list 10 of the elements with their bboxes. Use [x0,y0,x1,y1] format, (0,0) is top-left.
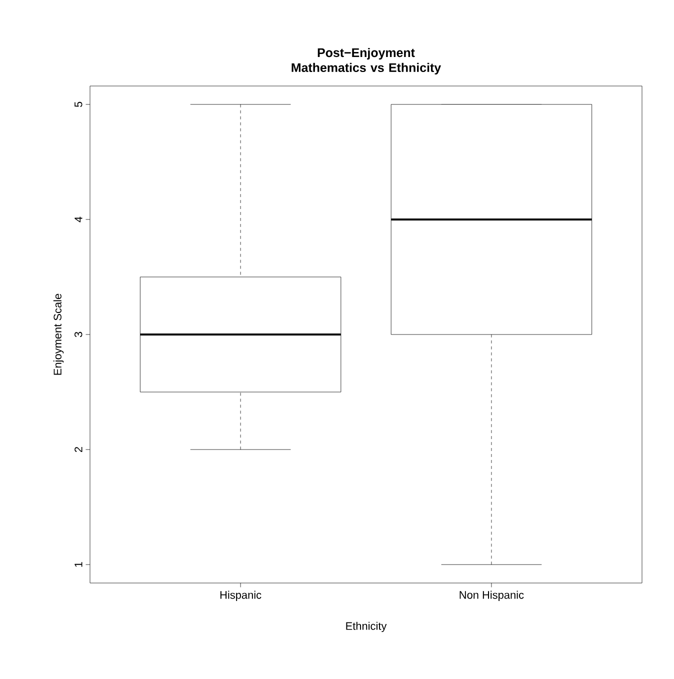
x-tick-label: Non Hispanic [460,590,524,601]
x-tick-label: Hispanic [220,590,262,601]
x-axis-title: Ethnicity [346,622,387,632]
y-axis-title: Enjoyment Scale [53,294,64,375]
y-tick-label: 4 [74,216,82,222]
y-tick-label: 1 [74,562,82,567]
y-tick-label: 2 [74,447,82,452]
y-tick-label: 3 [74,332,82,338]
y-tick-label: 5 [74,102,82,108]
chart-title: Post−Enjoyment Mathematics vs Ethnicity [292,48,442,74]
